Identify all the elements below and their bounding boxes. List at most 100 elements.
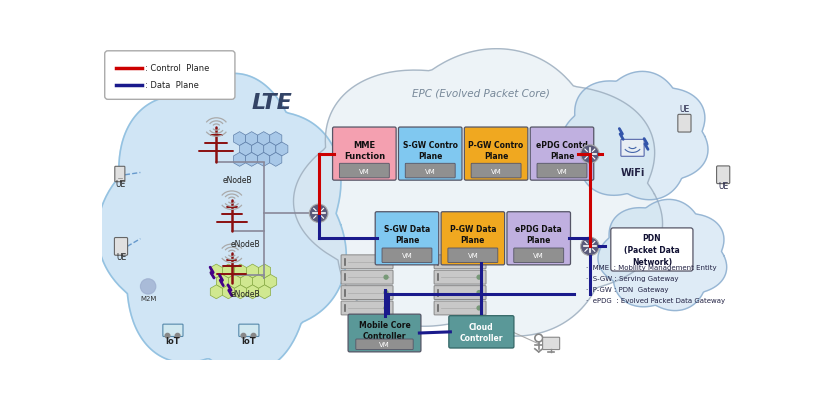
FancyBboxPatch shape [464, 128, 528, 181]
Text: Cloud
Controller: Cloud Controller [459, 322, 503, 342]
Polygon shape [293, 49, 663, 336]
FancyBboxPatch shape [434, 271, 486, 284]
Text: VM: VM [359, 168, 370, 174]
FancyBboxPatch shape [514, 248, 563, 263]
Polygon shape [222, 285, 234, 299]
Circle shape [580, 145, 599, 164]
Text: UE: UE [680, 104, 689, 113]
FancyBboxPatch shape [239, 324, 259, 337]
Text: Mobile Core
Controller: Mobile Core Controller [359, 320, 411, 341]
FancyBboxPatch shape [434, 301, 486, 315]
Circle shape [477, 306, 481, 310]
Polygon shape [246, 264, 259, 278]
Polygon shape [270, 132, 282, 146]
Text: ePDG Data
Plane: ePDG Data Plane [515, 225, 562, 245]
FancyBboxPatch shape [472, 164, 521, 179]
FancyBboxPatch shape [405, 164, 455, 179]
Polygon shape [234, 264, 246, 278]
Circle shape [165, 334, 170, 338]
FancyBboxPatch shape [115, 238, 128, 256]
FancyBboxPatch shape [434, 286, 486, 300]
Polygon shape [233, 132, 246, 146]
Polygon shape [264, 275, 276, 289]
Polygon shape [241, 275, 253, 289]
FancyBboxPatch shape [621, 140, 644, 157]
Text: P-GW Data
Plane: P-GW Data Plane [450, 225, 496, 245]
FancyBboxPatch shape [678, 115, 691, 133]
Polygon shape [598, 200, 727, 311]
Circle shape [580, 238, 599, 256]
Text: : Control  Plane: : Control Plane [145, 64, 210, 73]
Text: eNodeB: eNodeB [223, 176, 252, 185]
Polygon shape [562, 72, 708, 200]
FancyBboxPatch shape [448, 248, 498, 263]
Polygon shape [211, 285, 223, 299]
Text: ·  MME  : Mobility Management Entity: · MME : Mobility Management Entity [586, 265, 716, 271]
FancyBboxPatch shape [339, 164, 389, 179]
Text: WiFi: WiFi [620, 167, 645, 177]
Polygon shape [233, 153, 246, 167]
FancyBboxPatch shape [434, 255, 486, 269]
Polygon shape [216, 275, 228, 289]
Circle shape [384, 306, 388, 310]
Text: VM: VM [467, 253, 478, 259]
Text: LTE: LTE [252, 93, 293, 113]
Circle shape [241, 334, 246, 338]
Text: P-GW Contro
Plane: P-GW Contro Plane [468, 140, 524, 160]
Polygon shape [211, 264, 223, 278]
Circle shape [384, 275, 388, 279]
Text: VM: VM [425, 168, 436, 174]
Polygon shape [259, 285, 271, 299]
Circle shape [477, 275, 481, 279]
FancyBboxPatch shape [341, 255, 393, 269]
FancyBboxPatch shape [356, 339, 413, 350]
Text: M2M: M2M [140, 295, 156, 301]
Text: eNodeB: eNodeB [230, 290, 260, 299]
FancyBboxPatch shape [398, 128, 462, 181]
FancyBboxPatch shape [333, 128, 396, 181]
Text: ·  S-GW : Serving Gateway: · S-GW : Serving Gateway [586, 275, 679, 281]
Circle shape [477, 291, 481, 295]
FancyBboxPatch shape [441, 212, 505, 265]
Circle shape [384, 291, 388, 295]
FancyBboxPatch shape [537, 164, 587, 179]
Text: UE: UE [115, 180, 125, 189]
Polygon shape [259, 264, 271, 278]
Polygon shape [258, 132, 270, 146]
FancyBboxPatch shape [542, 337, 559, 350]
FancyBboxPatch shape [376, 212, 439, 265]
Text: ·  P-GW : PDN  Gateway: · P-GW : PDN Gateway [586, 286, 668, 292]
Text: EPC (Evolved Packet Core): EPC (Evolved Packet Core) [412, 88, 550, 98]
FancyBboxPatch shape [163, 324, 183, 337]
Polygon shape [98, 74, 346, 373]
Circle shape [251, 334, 256, 338]
Text: VM: VM [533, 253, 544, 259]
Polygon shape [246, 132, 258, 146]
FancyBboxPatch shape [449, 316, 514, 348]
Text: UE: UE [718, 181, 728, 190]
Text: eNodeB: eNodeB [230, 240, 260, 249]
Circle shape [309, 205, 328, 223]
FancyBboxPatch shape [348, 314, 421, 352]
Polygon shape [222, 264, 234, 278]
Text: IoT: IoT [166, 336, 180, 345]
FancyBboxPatch shape [341, 271, 393, 284]
FancyBboxPatch shape [105, 52, 235, 100]
Text: IoT: IoT [241, 336, 256, 345]
Text: S-GW Contro
Plane: S-GW Contro Plane [402, 140, 458, 160]
FancyBboxPatch shape [115, 167, 125, 182]
Text: VM: VM [379, 341, 390, 347]
Circle shape [176, 334, 180, 338]
Circle shape [477, 260, 481, 264]
Circle shape [384, 260, 388, 264]
FancyBboxPatch shape [611, 228, 693, 271]
Polygon shape [234, 285, 246, 299]
Text: ·  ePDG  : Evolved Packet Data Gateway: · ePDG : Evolved Packet Data Gateway [586, 297, 725, 303]
Polygon shape [252, 143, 263, 156]
Polygon shape [246, 285, 259, 299]
Text: : Data  Plane: : Data Plane [145, 81, 199, 90]
Polygon shape [240, 143, 252, 156]
FancyBboxPatch shape [341, 301, 393, 315]
Polygon shape [270, 153, 282, 167]
FancyBboxPatch shape [382, 248, 432, 263]
